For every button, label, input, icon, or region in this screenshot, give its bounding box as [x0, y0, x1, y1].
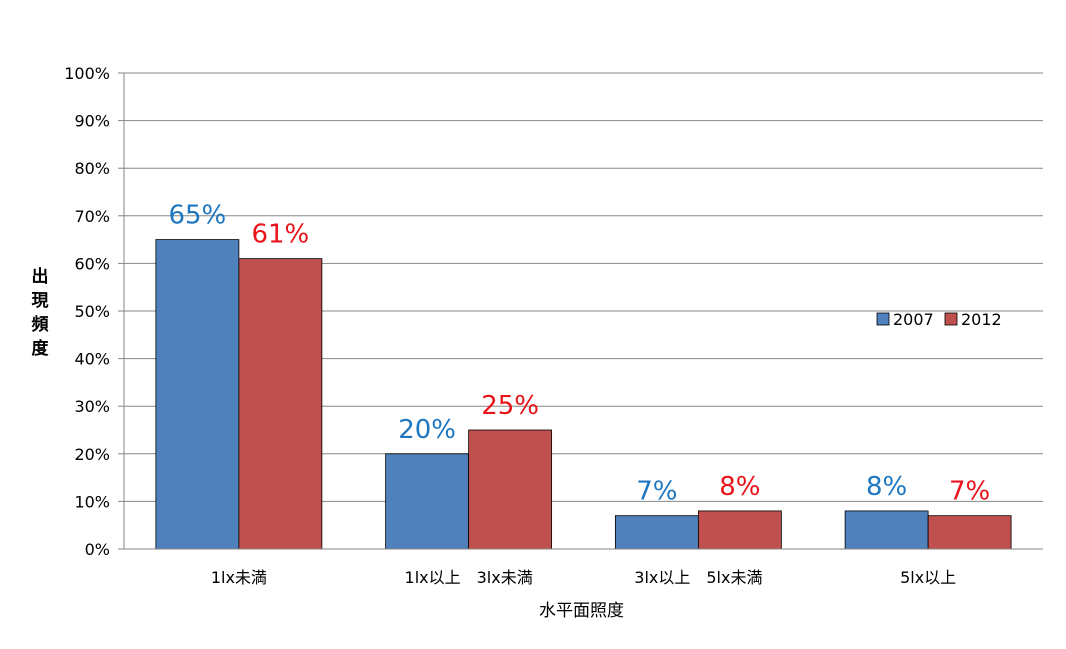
data-label-2012: 8% — [719, 472, 760, 502]
data-label-2007: 7% — [636, 477, 677, 507]
y-tick-label: 60% — [74, 254, 110, 273]
legend-label-2007: 2007 — [893, 310, 934, 329]
data-label-2012: 7% — [949, 477, 990, 507]
legend: 2007 2012 — [876, 310, 1002, 329]
bar-2012 — [697, 510, 782, 550]
y-tick-label: 70% — [74, 207, 110, 226]
y-tick-label: 20% — [74, 445, 110, 464]
data-labels: 65% 61% 20% 25% 7% 8% 8% 7% — [168, 201, 990, 507]
y-tick-label: 0% — [85, 540, 110, 559]
y-axis-title: 出現頻度 — [31, 266, 50, 359]
legend-swatch-2007 — [876, 312, 890, 326]
y-tick-label: 40% — [74, 350, 110, 369]
x-category-label: 1lx未満 — [211, 568, 267, 587]
data-label-2012: 25% — [481, 391, 539, 421]
y-tick-label: 90% — [74, 112, 110, 131]
data-label-2007: 65% — [168, 201, 226, 231]
bar-2007 — [155, 239, 240, 550]
x-category-label: 3lx以上 5lx未満 — [634, 568, 762, 587]
data-label-2012: 61% — [251, 220, 309, 250]
x-category-label: 5lx以上 — [900, 568, 956, 587]
bar-2007 — [385, 453, 470, 550]
y-tick-label: 100% — [64, 64, 110, 83]
legend-label-2012: 2012 — [961, 310, 1002, 329]
y-tick-label: 10% — [74, 492, 110, 511]
bars — [155, 239, 1012, 550]
data-label-2007: 20% — [398, 415, 456, 445]
bar-2007 — [844, 510, 929, 550]
x-axis-title: 水平面照度 — [539, 601, 624, 621]
x-category-labels: 1lx未満 1lx以上 3lx未満 3lx以上 5lx未満 5lx以上 — [211, 568, 956, 587]
bar-2012 — [927, 515, 1012, 550]
data-label-2007: 8% — [866, 472, 907, 502]
bar-2007 — [614, 515, 699, 550]
legend-swatch-2012 — [944, 312, 958, 326]
y-tick-label: 80% — [74, 159, 110, 178]
y-tick-labels: 0% 10% 20% 30% 40% 50% 60% 70% 80% 90% 100% — [64, 64, 110, 559]
y-tick-label: 50% — [74, 302, 110, 321]
bar-2012 — [468, 429, 553, 550]
y-tick-label: 30% — [74, 397, 110, 416]
x-category-label: 1lx以上 3lx未満 — [405, 568, 533, 587]
bar-2012 — [238, 258, 323, 550]
